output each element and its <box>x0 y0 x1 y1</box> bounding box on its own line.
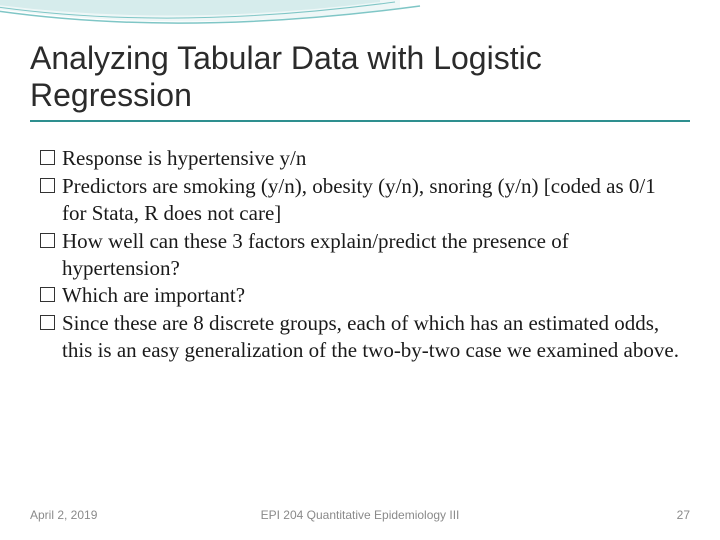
content-area: Response is hypertensive y/n Predictors … <box>40 145 684 365</box>
bullet-list: Response is hypertensive y/n Predictors … <box>40 145 684 364</box>
footer-page-number: 27 <box>677 508 690 522</box>
bullet-item: Since these are 8 discrete groups, each … <box>40 310 684 364</box>
bullet-item: Predictors are smoking (y/n), obesity (y… <box>40 173 684 227</box>
bullet-item: Response is hypertensive y/n <box>40 145 684 172</box>
bullet-item: Which are important? <box>40 282 684 309</box>
slide-title: Analyzing Tabular Data with Logistic Reg… <box>30 40 690 122</box>
footer-date: April 2, 2019 <box>30 508 97 522</box>
title-block: Analyzing Tabular Data with Logistic Reg… <box>30 40 690 122</box>
bullet-item: How well can these 3 factors explain/pre… <box>40 228 684 282</box>
footer-course: EPI 204 Quantitative Epidemiology III <box>261 508 460 522</box>
footer: April 2, 2019 EPI 204 Quantitative Epide… <box>30 508 690 522</box>
